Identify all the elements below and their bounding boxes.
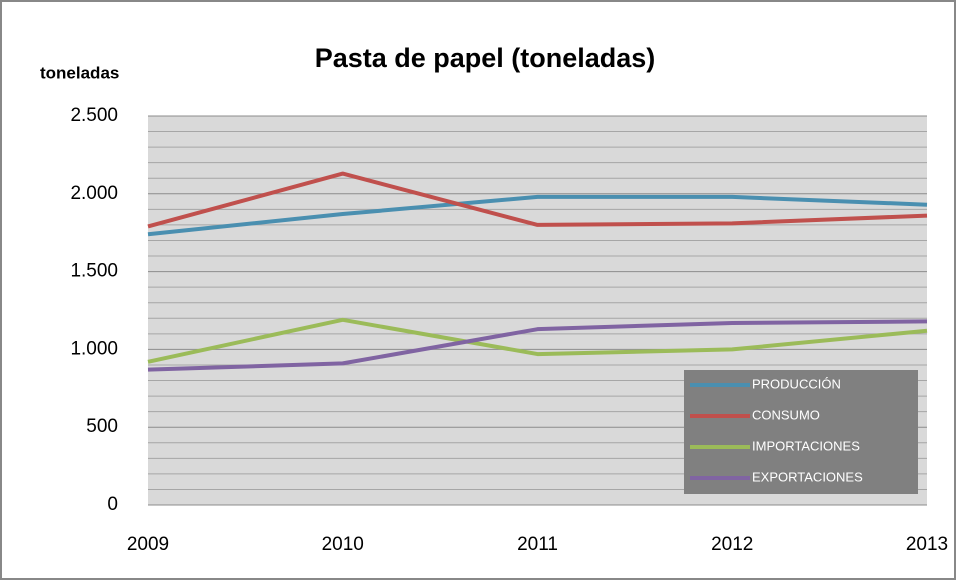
legend-label: PRODUCCIÓN xyxy=(752,376,841,391)
x-tick-label: 2012 xyxy=(711,534,753,555)
x-tick-label: 2011 xyxy=(517,534,558,555)
x-tick-label: 2009 xyxy=(127,534,169,555)
legend-label: IMPORTACIONES xyxy=(752,438,860,453)
y-tick-label: 0 xyxy=(107,494,118,515)
chart-title: Pasta de papel (toneladas) xyxy=(315,43,656,73)
legend-label: CONSUMO xyxy=(752,407,820,422)
line-series xyxy=(147,194,928,237)
y-tick-label: 1.500 xyxy=(70,261,118,282)
line-series xyxy=(147,319,928,372)
line-series xyxy=(147,171,928,229)
legend-box xyxy=(684,370,918,494)
y-tick-label: 500 xyxy=(86,416,118,437)
line-series xyxy=(147,317,928,364)
x-tick-label: 2013 xyxy=(906,534,948,555)
y-axis-label: toneladas xyxy=(40,63,119,82)
y-tick-label: 2.000 xyxy=(70,183,118,204)
legend-label: EXPORTACIONES xyxy=(752,469,863,484)
y-tick-label: 2.500 xyxy=(70,105,118,126)
x-tick-label: 2010 xyxy=(322,534,364,555)
y-tick-label: 1.000 xyxy=(70,338,118,359)
